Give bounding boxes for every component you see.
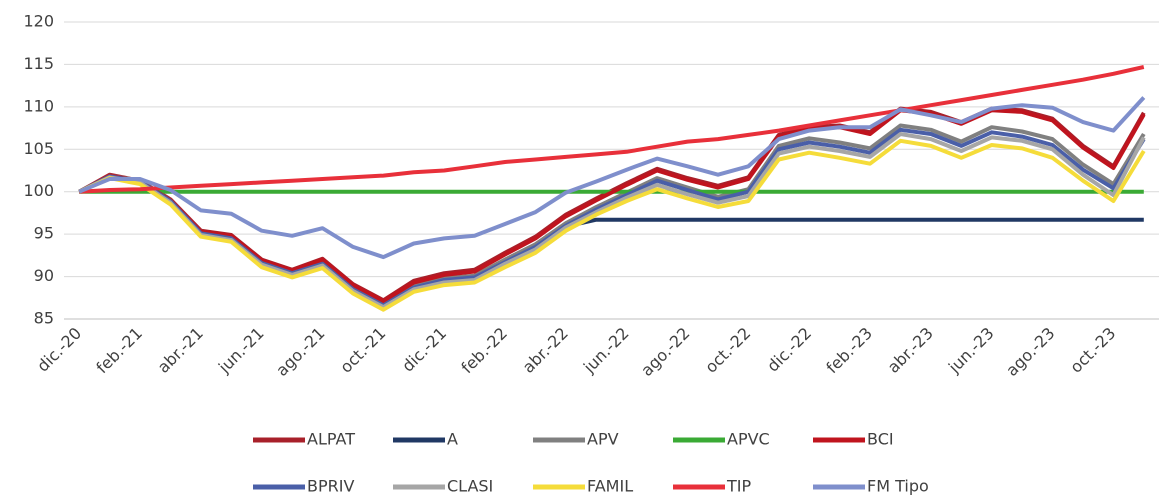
x-tick-label: abr.-21 — [154, 324, 207, 377]
x-tick-label: dic.-22 — [763, 324, 815, 376]
legend-label: CLASI — [447, 477, 493, 496]
x-tick-label: jun.-22 — [579, 324, 633, 378]
legend-label: FM Tipo — [867, 477, 929, 496]
y-tick-label: 100 — [23, 181, 54, 200]
y-tick-label: 85 — [34, 309, 54, 328]
series-line — [78, 96, 1146, 260]
y-tick-label: 120 — [23, 12, 54, 31]
x-tick-label: feb.-22 — [457, 324, 511, 378]
legend-label: TIP — [726, 477, 751, 496]
series-line — [78, 138, 1146, 312]
y-tick-label: 115 — [23, 54, 54, 73]
legend-label: APVC — [727, 430, 770, 449]
x-tick-label: dic.-21 — [398, 324, 450, 376]
x-tick-label: jun.-21 — [214, 324, 268, 378]
x-tick-label: ago.-22 — [637, 324, 693, 380]
y-tick-label: 105 — [23, 139, 54, 158]
x-tick-label: jun.-23 — [944, 324, 998, 378]
x-tick-label: ago.-23 — [1002, 324, 1058, 380]
x-tick-label: oct.-22 — [701, 324, 754, 377]
x-tick-label: feb.-21 — [92, 324, 146, 378]
x-tick-label: abr.-22 — [519, 324, 572, 377]
x-tick-label: oct.-23 — [1066, 324, 1119, 377]
x-tick-label: ago.-21 — [272, 324, 328, 380]
y-tick-label: 90 — [34, 266, 54, 285]
x-tick-label: abr.-23 — [884, 324, 937, 377]
legend-label: A — [447, 430, 458, 449]
legend-label: APV — [587, 430, 619, 449]
y-tick-label: 110 — [23, 96, 54, 115]
x-tick-label: feb.-23 — [822, 324, 876, 378]
legend-label: FAMIL — [587, 477, 633, 496]
y-tick-label: 95 — [34, 224, 54, 243]
legend-label: BCI — [867, 430, 894, 449]
legend-label: BPRIV — [307, 477, 354, 496]
legend-label: ALPAT — [307, 430, 355, 449]
x-tick-label: oct.-21 — [336, 324, 389, 377]
series-line — [79, 65, 1145, 194]
x-tick-label: dic.-20 — [33, 324, 85, 376]
